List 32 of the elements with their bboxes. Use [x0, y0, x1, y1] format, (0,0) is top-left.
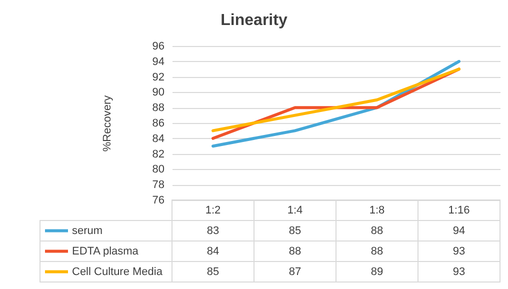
y-tick-label: 92 [152, 71, 164, 84]
legend-label: EDTA plasma [72, 245, 140, 258]
y-tick-label: 82 [152, 148, 164, 160]
y-tick-label: 84 [152, 132, 164, 145]
data-label: 93 [452, 245, 466, 258]
y-axis-title: %Recovery [101, 94, 114, 152]
x-tick-label: 1:16 [448, 204, 470, 216]
y-tick-label: 78 [152, 179, 164, 192]
x-tick-label: 1:2 [205, 204, 221, 216]
data-label: 88 [370, 245, 384, 258]
data-label: 88 [370, 224, 384, 237]
data-label: 85 [288, 224, 302, 237]
data-label: 89 [370, 266, 384, 278]
data-label: 85 [206, 266, 220, 278]
y-tick-label: 86 [152, 118, 164, 130]
data-label: 84 [206, 245, 220, 258]
data-label: 87 [288, 266, 302, 278]
data-label: 94 [452, 224, 466, 237]
x-tick-label: 1:8 [369, 204, 385, 216]
legend-label: serum [72, 224, 103, 237]
data-label: 93 [452, 266, 466, 278]
y-tick-label: 76 [152, 194, 164, 206]
y-tick-label: 90 [152, 86, 164, 99]
x-tick-label: 1:4 [287, 204, 303, 216]
data-label: 88 [288, 245, 302, 258]
y-tick-label: 96 [152, 40, 164, 52]
y-tick-label: 88 [152, 102, 164, 114]
legend-label: Cell Culture Media [72, 266, 164, 278]
y-tick-label: 80 [152, 164, 164, 176]
data-label: 83 [206, 224, 220, 237]
chart-title: Linearity [220, 12, 288, 29]
y-tick-label: 94 [152, 56, 164, 68]
